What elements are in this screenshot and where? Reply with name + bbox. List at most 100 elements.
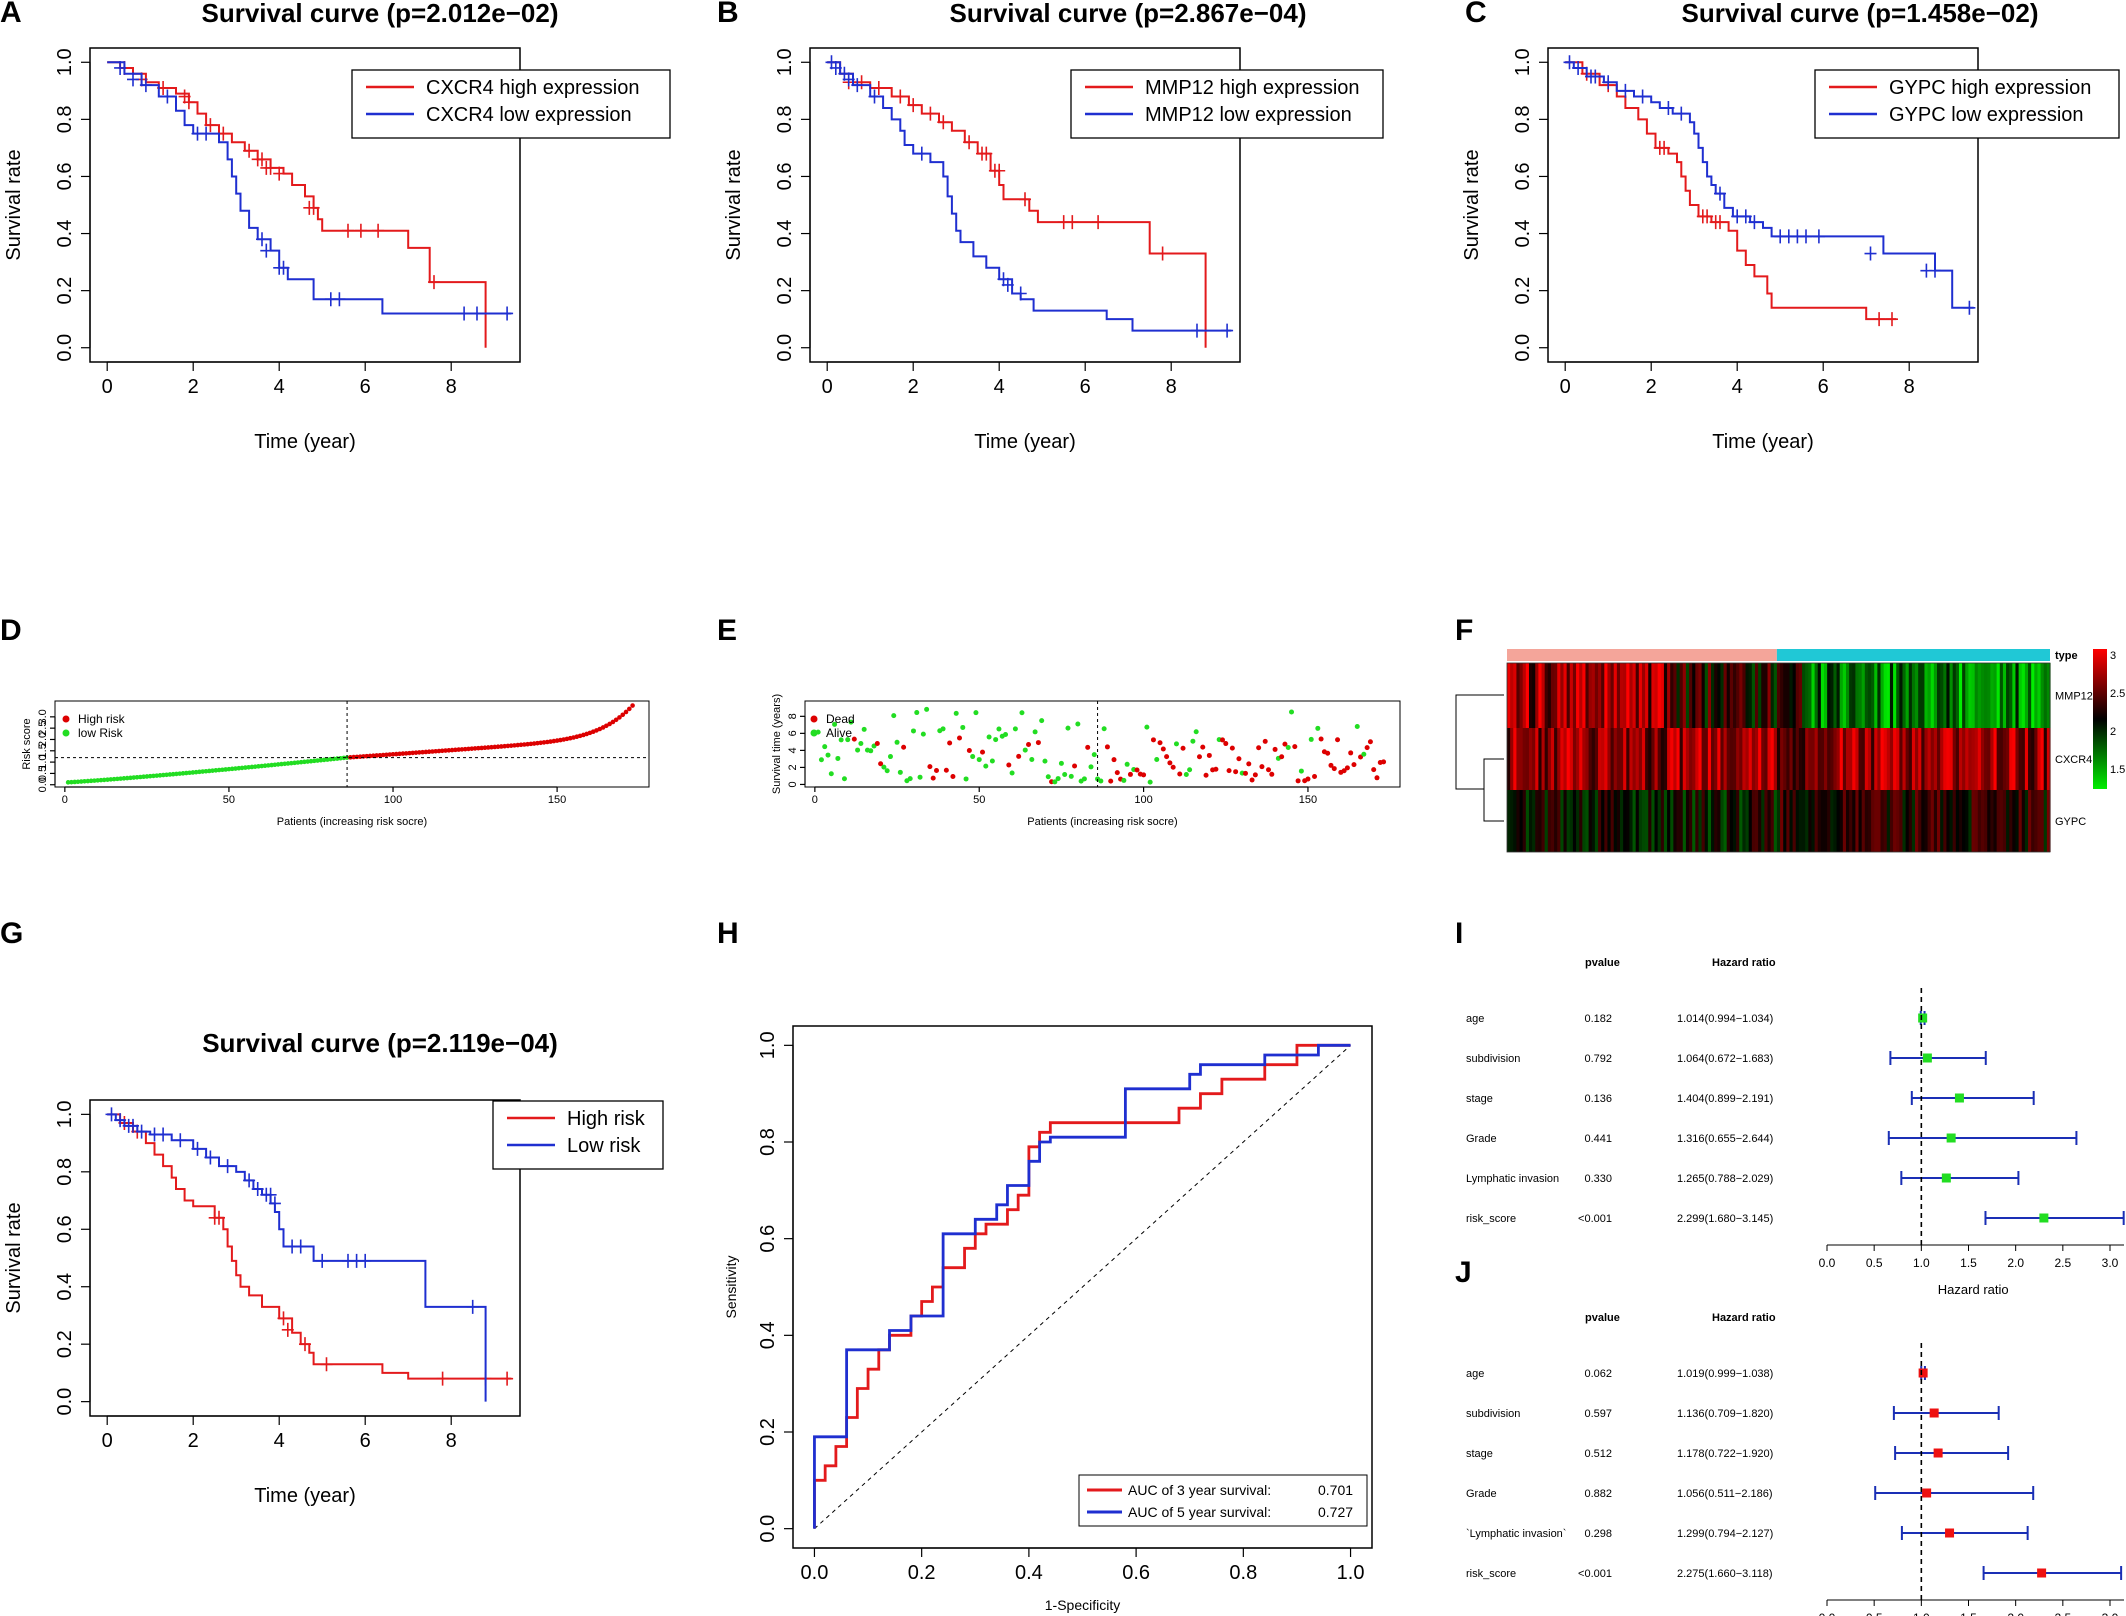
- risk-point: [439, 748, 445, 754]
- censor-mark: [466, 1299, 479, 1314]
- heat-cell: [1550, 663, 1555, 728]
- heat-cell: [1946, 663, 1951, 728]
- x-tick-label: 1.0: [1913, 1611, 1930, 1616]
- risk-point: [154, 773, 160, 778]
- row-pvalue: <0.001: [1578, 1213, 1612, 1225]
- alive-point: [1154, 757, 1160, 763]
- heat-cell: [1764, 728, 1769, 790]
- legend-entry: Low risk: [567, 1135, 641, 1157]
- panel-e: 0 50 100 150 0 2 4 6 8 Patients (increasing risk …: [771, 694, 1401, 828]
- row-hazard-ratio: 1.299(0.794−2.127): [1677, 1528, 1773, 1540]
- hr-point: [1929, 1408, 1939, 1418]
- dead-point: [966, 748, 972, 754]
- heat-cell: [1582, 728, 1587, 790]
- heat-cell: [1679, 728, 1684, 790]
- heat-cell: [2009, 663, 2013, 728]
- risk-point: [128, 775, 133, 781]
- censor-mark: [894, 89, 907, 104]
- risk-point: [499, 744, 504, 749]
- censor-mark: [1156, 246, 1169, 261]
- legend-entry: CXCR4 low expression: [426, 104, 632, 126]
- heat-cell: [1937, 790, 1941, 852]
- row-hazard-ratio: 1.316(0.655−2.644): [1677, 1133, 1773, 1145]
- heat-cell: [1554, 728, 1558, 790]
- heat-cell: [1824, 663, 1828, 728]
- risk-point: [78, 779, 84, 784]
- heat-cell: [1824, 728, 1828, 790]
- row-pvalue: 0.062: [1584, 1368, 1612, 1380]
- censor-mark: [281, 1322, 294, 1337]
- panel-label-f: F: [1455, 614, 1473, 647]
- heat-cell: [1507, 728, 1511, 790]
- panel-label-a: A: [0, 0, 22, 29]
- y-tick-label: 0: [787, 781, 799, 787]
- risk-point: [72, 779, 77, 785]
- heat-cell: [1842, 663, 1847, 728]
- panel-i: pvalue Hazard ratio age 0.182 1.014(0.994−1.…: [1466, 957, 2125, 1297]
- heat-cell: [1547, 663, 1552, 728]
- legend-entry: GYPC high expression: [1889, 77, 2091, 99]
- heat-cell: [1751, 663, 1756, 728]
- heat-cell: [1845, 728, 1850, 790]
- heat-cell: [1726, 728, 1731, 790]
- y-tick-label: 0.2: [1512, 277, 1534, 305]
- roc-3yr-line: [813, 1043, 1351, 1529]
- risk-point: [502, 743, 507, 749]
- heat-cell: [1594, 790, 1599, 852]
- heat-cell: [1714, 663, 1718, 728]
- heat-cell: [1968, 790, 1973, 852]
- heat-cell: [1918, 663, 1922, 728]
- y-tick-label: 0.6: [54, 163, 76, 191]
- heat-cell: [2002, 663, 2007, 728]
- km-line-high: [1565, 61, 1897, 321]
- heat-cell: [1974, 790, 1979, 852]
- heat-cell: [1732, 728, 1737, 790]
- y-tick-label: 0.0: [37, 777, 49, 792]
- heat-cell: [1525, 790, 1530, 852]
- heat-cell: [1579, 663, 1583, 728]
- dead-point: [1282, 741, 1288, 747]
- heat-cell: [1557, 663, 1561, 728]
- heat-cell: [1871, 728, 1875, 790]
- alive-point: [976, 757, 982, 763]
- heat-cell: [1977, 728, 1982, 790]
- alive-point: [1075, 721, 1081, 727]
- heat-cell: [1751, 728, 1756, 790]
- heat-cell: [2021, 790, 2026, 852]
- x-axis-label: Time (year): [974, 431, 1075, 453]
- censor-mark: [264, 1187, 277, 1202]
- heat-cell: [1651, 790, 1656, 852]
- risk-point: [433, 748, 438, 754]
- heat-cell: [1604, 728, 1609, 790]
- x-tick-label: 0.0: [1819, 1611, 1836, 1616]
- risk-point: [111, 776, 117, 782]
- heat-cell: [1588, 790, 1593, 852]
- dead-point: [1134, 767, 1140, 773]
- heat-cell: [1974, 663, 1979, 728]
- risk-point: [394, 751, 399, 757]
- risk-point: [620, 712, 626, 718]
- x-tick-label: 1.0: [1913, 1256, 1930, 1270]
- risk-point: [610, 719, 616, 725]
- heat-cell: [1591, 728, 1596, 790]
- heat-cell: [1695, 728, 1700, 790]
- risk-point: [115, 776, 120, 782]
- x-tick-label: 150: [1299, 794, 1317, 806]
- y-tick-label: 0.0: [54, 334, 76, 362]
- heat-cell: [2028, 663, 2032, 728]
- colorbar-label: 3: [2110, 650, 2116, 662]
- dead-point: [1104, 744, 1110, 750]
- censor-mark: [139, 78, 152, 93]
- dead-point: [927, 764, 933, 770]
- censor-mark: [1014, 286, 1027, 301]
- heat-cell: [1707, 790, 1712, 852]
- heat-cell: [1968, 728, 1973, 790]
- y-tick-label: 0.8: [54, 1158, 76, 1186]
- heat-cell: [2043, 790, 2048, 852]
- dead-point: [851, 736, 857, 742]
- risk-point: [101, 777, 107, 783]
- risk-point: [69, 779, 74, 785]
- alive-point: [1193, 729, 1199, 735]
- heat-cell: [1795, 790, 1800, 852]
- heat-cell: [2034, 663, 2039, 728]
